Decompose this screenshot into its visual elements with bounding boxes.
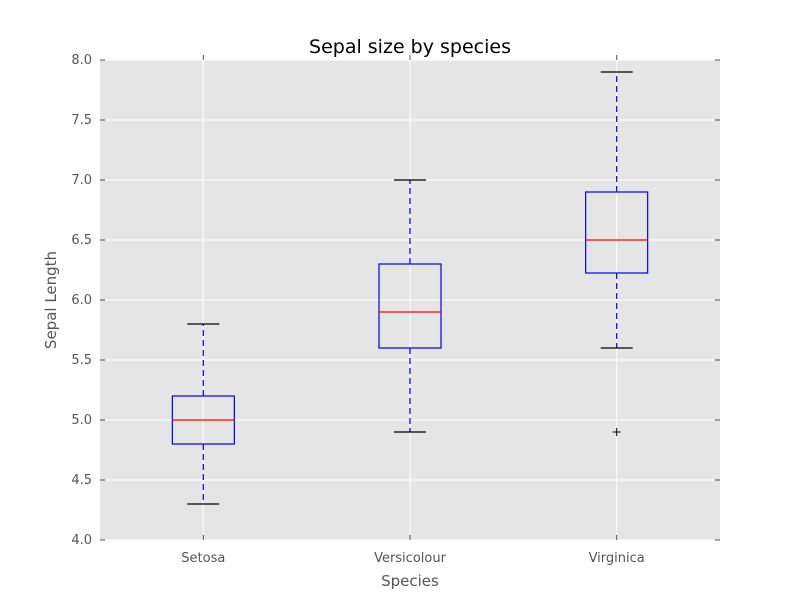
chart-title: Sepal size by species xyxy=(309,36,511,58)
x-tick-labels: Setosa Versicolour Virginica xyxy=(181,551,644,566)
y-tick-label: 8.0 xyxy=(71,53,92,68)
y-tick-label: 5.0 xyxy=(71,413,92,428)
y-tick-label: 6.5 xyxy=(71,233,92,248)
y-tick-label: 4.5 xyxy=(71,473,92,488)
y-tick-labels: 4.0 4.5 5.0 5.5 6.0 6.5 7.0 7.5 8.0 xyxy=(71,53,92,548)
x-tick-label: Setosa xyxy=(181,551,225,566)
y-tick-label: 7.0 xyxy=(71,173,92,188)
box-setosa xyxy=(171,323,235,505)
box-versicolour xyxy=(378,179,442,433)
y-tick-label: 7.5 xyxy=(71,113,92,128)
boxes-group xyxy=(171,71,649,505)
x-tick-label: Versicolour xyxy=(374,551,447,566)
box-virginica xyxy=(585,71,649,436)
axis-ticks xyxy=(100,55,720,541)
x-tick-label: Virginica xyxy=(589,551,645,566)
x-axis-title: Species xyxy=(381,572,439,590)
y-tick-label: 4.0 xyxy=(71,533,92,548)
y-tick-label: 5.5 xyxy=(71,353,92,368)
box-iqr xyxy=(585,191,649,274)
y-tick-label: 6.0 xyxy=(71,293,92,308)
y-axis-title: Sepal Length xyxy=(42,251,60,349)
box-iqr xyxy=(378,263,442,349)
